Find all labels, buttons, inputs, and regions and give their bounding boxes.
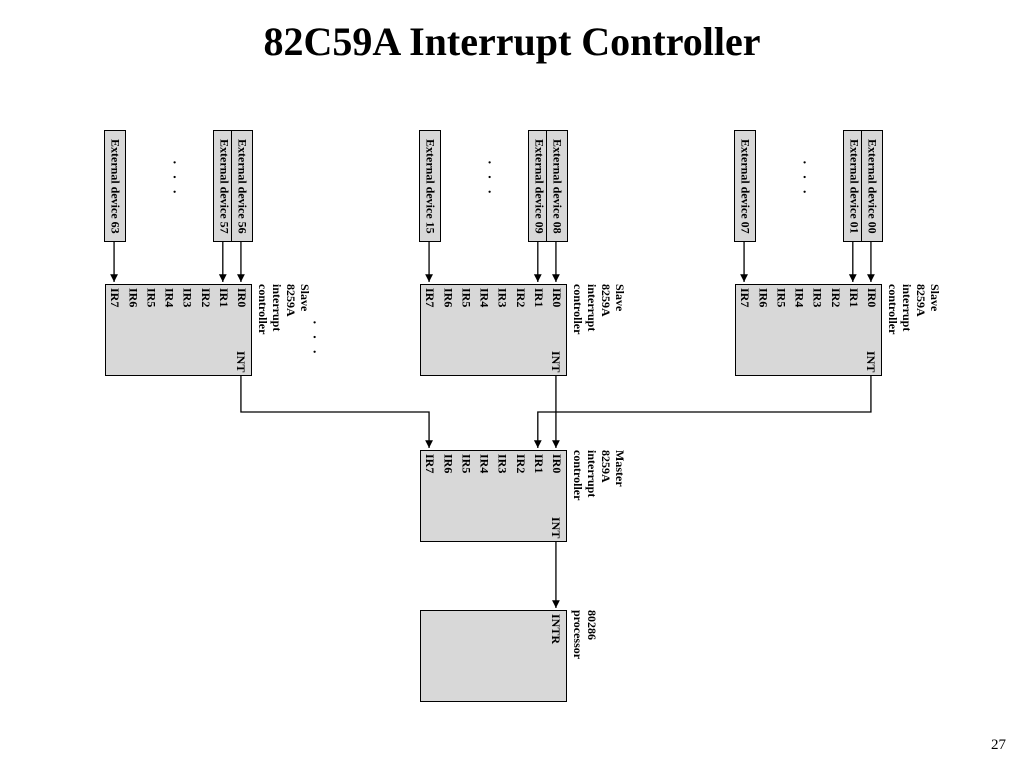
device-label: External device 07 — [738, 139, 753, 234]
ir-label: IR2 — [513, 454, 528, 473]
slave-caption: Slave8259Ainterruptcontroller — [886, 284, 942, 334]
page-title: 82C59A Interrupt Controller — [0, 18, 1024, 65]
ellipsis-icon: ··· — [795, 160, 811, 204]
master-caption: Master8259Ainterruptcontroller — [571, 450, 627, 500]
slave-controller: IR0IR1IR2IR3IR4 IR5IR6IR7 INT — [735, 284, 882, 376]
ir-label: IR7 — [107, 288, 122, 307]
ir-label: IR3 — [495, 454, 510, 473]
ellipsis-icon: ··· — [305, 320, 321, 364]
processor-caption: 80286processor — [571, 610, 599, 659]
ir-label: IR4 — [162, 288, 177, 307]
ir-label: IR1 — [216, 288, 231, 307]
ir-label: IR5 — [458, 454, 473, 473]
ellipsis-icon: ··· — [480, 160, 496, 204]
external-device: External device 07 — [734, 130, 756, 242]
device-label: External device 63 — [108, 139, 123, 234]
device-label: External device 15 — [423, 139, 438, 234]
page-number: 27 — [991, 737, 1006, 754]
device-label: External device 00 — [864, 139, 879, 234]
int-label: INT — [233, 351, 248, 372]
ir-label: IR4 — [477, 454, 492, 473]
ir-label: IR1 — [531, 288, 546, 307]
processor: INTR — [420, 610, 567, 702]
ir-label: IR7 — [737, 288, 752, 307]
external-device: External device 15 — [419, 130, 441, 242]
ir-label: IR3 — [180, 288, 195, 307]
slave-controller: IR0IR1IR2IR3IR4 IR5IR6IR7 INT — [105, 284, 252, 376]
ir-label: IR3 — [810, 288, 825, 307]
device-label: External device 08 — [549, 139, 564, 234]
ir-label: IR1 — [846, 288, 861, 307]
slave-caption: Slave8259Ainterruptcontroller — [256, 284, 312, 334]
ir-label: IR7 — [422, 454, 437, 473]
external-device: External device 00 — [861, 130, 883, 242]
ir-label: IR4 — [477, 288, 492, 307]
external-device: External device 63 — [104, 130, 126, 242]
external-device: External device 08 — [546, 130, 568, 242]
ir-label: IR0 — [549, 288, 564, 307]
intr-label: INTR — [548, 614, 563, 644]
int-label: INT — [548, 351, 563, 372]
device-label: External device 09 — [531, 139, 546, 234]
device-label: External device 57 — [216, 139, 231, 234]
master-controller: IR0IR1IR2IR3IR4 IR5IR6IR7 INT — [420, 450, 567, 542]
slave-caption: Slave8259Ainterruptcontroller — [571, 284, 627, 334]
ir-label: IR5 — [458, 288, 473, 307]
ir-label: IR2 — [513, 288, 528, 307]
int-label: INT — [548, 517, 563, 538]
ir-label: IR6 — [440, 454, 455, 473]
ir-label: IR5 — [143, 288, 158, 307]
ir-label: IR2 — [198, 288, 213, 307]
external-device: External device 56 — [231, 130, 253, 242]
ir-label: IR7 — [422, 288, 437, 307]
ir-label: IR0 — [234, 288, 249, 307]
int-label: INT — [863, 351, 878, 372]
ellipsis-icon: ··· — [165, 160, 181, 204]
ir-label: IR0 — [549, 454, 564, 473]
device-label: External device 01 — [846, 139, 861, 234]
ir-label: IR6 — [125, 288, 140, 307]
ir-label: IR4 — [792, 288, 807, 307]
ir-label: IR3 — [495, 288, 510, 307]
ir-label: IR0 — [864, 288, 879, 307]
device-label: External device 56 — [234, 139, 249, 234]
ir-label: IR1 — [531, 454, 546, 473]
ir-label: IR2 — [828, 288, 843, 307]
slave-controller: IR0IR1IR2IR3IR4 IR5IR6IR7 INT — [420, 284, 567, 376]
ir-label: IR6 — [755, 288, 770, 307]
ir-label: IR6 — [440, 288, 455, 307]
ir-label: IR5 — [773, 288, 788, 307]
